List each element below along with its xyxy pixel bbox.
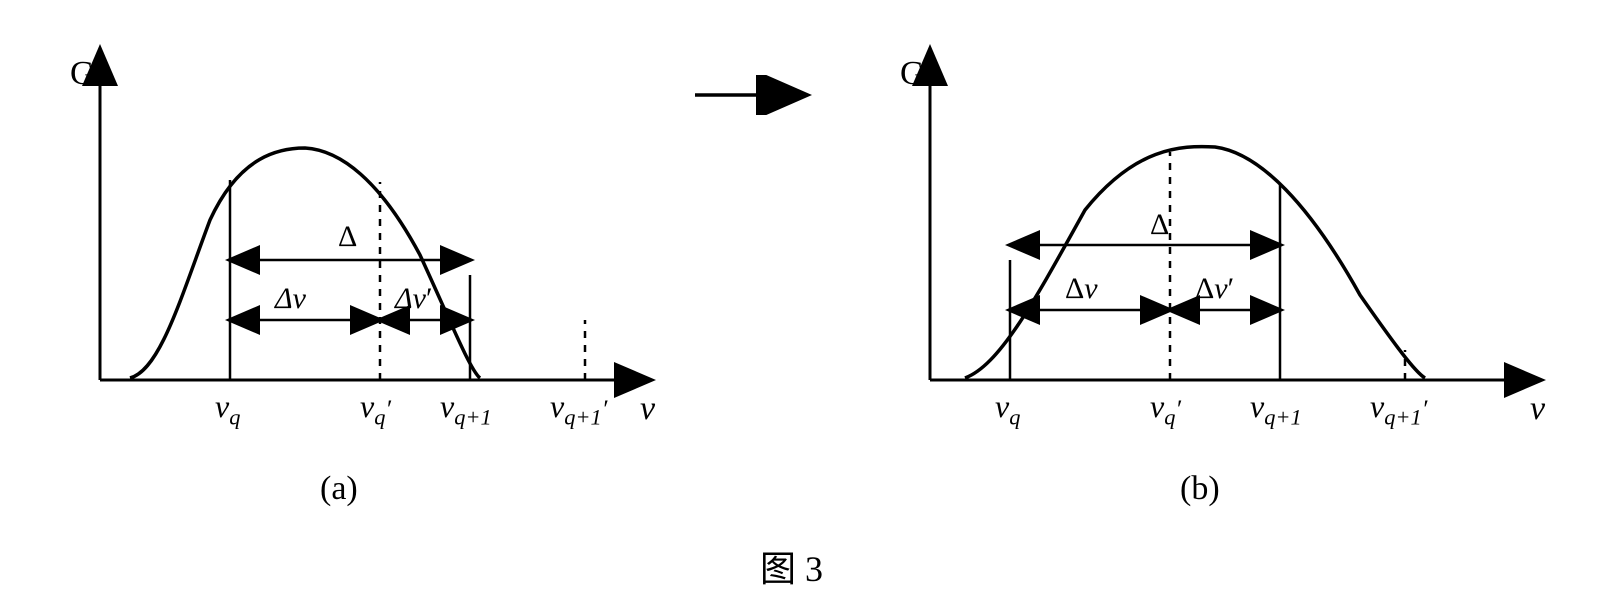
panel-b-sublabel: (b) <box>1180 470 1220 508</box>
panel-b: G v Δ Δv Δv′ vq vq′ vq+1 vq+1′ <box>860 20 1560 420</box>
dv-label-b: Δv <box>1065 272 1098 306</box>
tick-vqp: vq′ <box>360 388 391 430</box>
figure-label: 图 3 <box>760 540 823 592</box>
dvp-label: Δv′ <box>395 282 433 316</box>
y-axis-label-b: G <box>900 55 925 93</box>
delta-label: Δ <box>338 220 357 254</box>
y-axis-label: G <box>70 55 95 93</box>
x-axis-label: v <box>640 390 655 428</box>
tick-vqp-b: vq′ <box>1150 388 1181 430</box>
x-axis-label-b: v <box>1530 390 1545 428</box>
panel-a: G v Δ Δv Δv′ vq vq′ vq+1 vq+1′ <box>30 20 670 420</box>
tick-vq1p-b: vq+1′ <box>1370 388 1427 430</box>
tick-vq-b: vq <box>995 388 1020 430</box>
connector <box>690 75 820 115</box>
gain-curve-a <box>130 148 480 378</box>
tick-vq: vq <box>215 388 240 430</box>
panel-b-svg <box>860 20 1560 420</box>
tick-vq1p: vq+1′ <box>550 388 607 430</box>
tick-vq1: vq+1 <box>440 388 492 430</box>
tick-vq1-b: vq+1 <box>1250 388 1302 430</box>
dv-label: Δv <box>275 282 306 316</box>
panel-a-sublabel: (a) <box>320 470 358 508</box>
dvp-label-b: Δv′ <box>1195 272 1234 306</box>
delta-label-b: Δ <box>1150 208 1169 242</box>
gain-curve-b <box>965 147 1425 378</box>
